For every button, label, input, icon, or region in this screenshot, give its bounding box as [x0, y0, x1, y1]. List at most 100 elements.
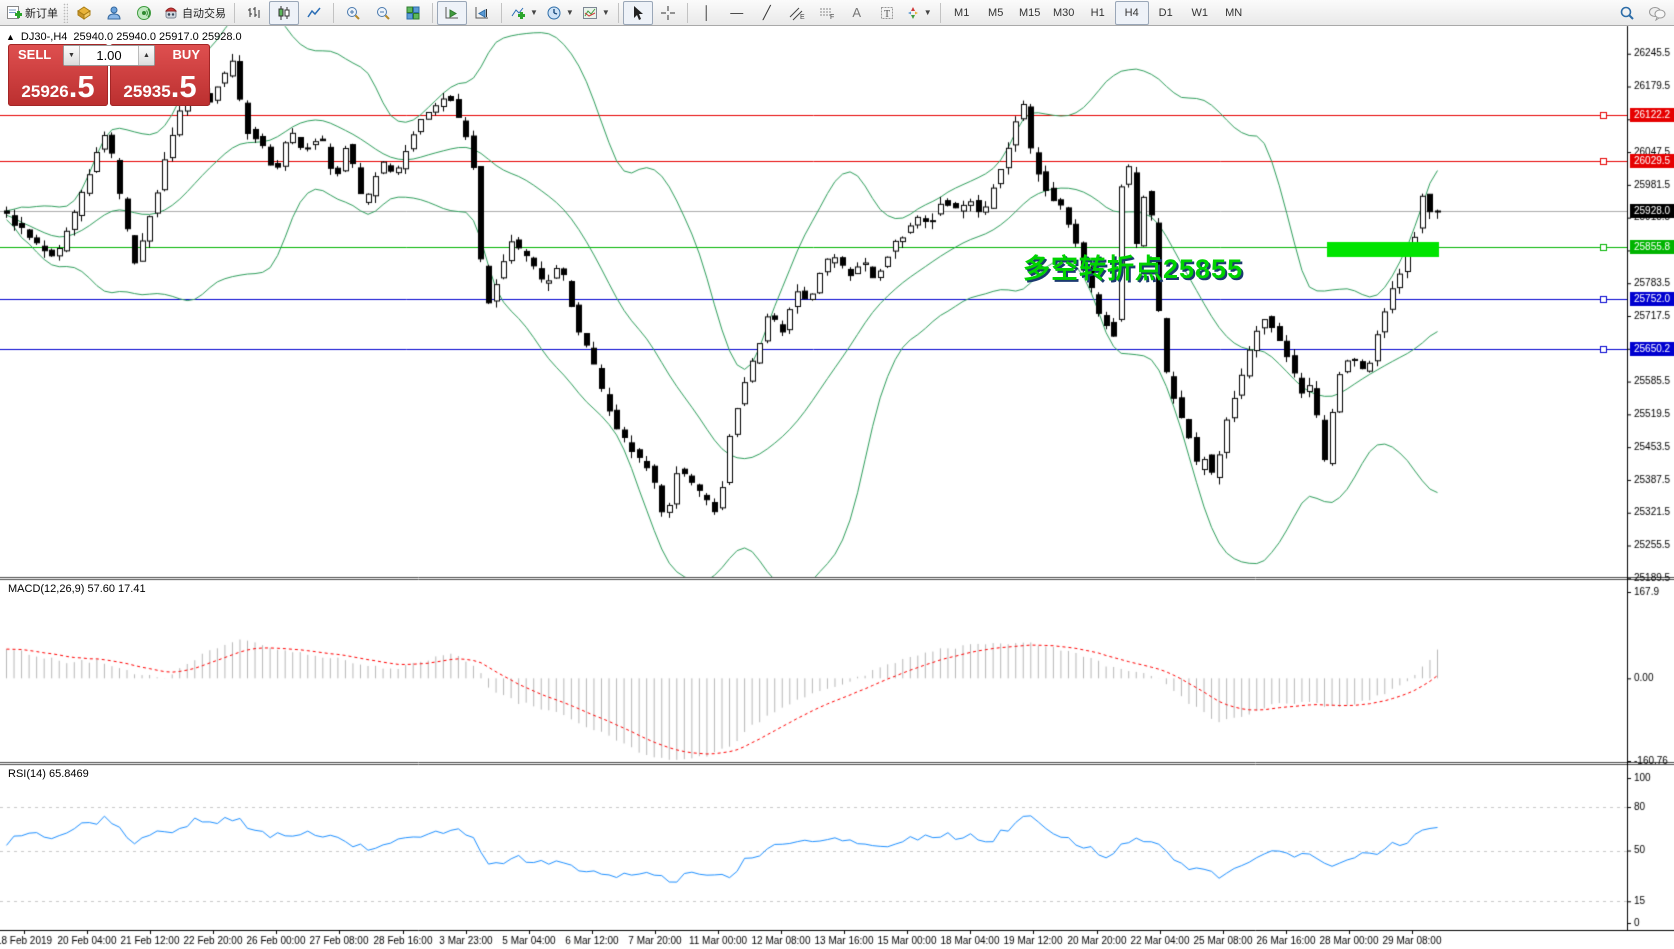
zoom-in-icon — [347, 6, 360, 20]
timeframe-m30-button[interactable]: M30 — [1052, 6, 1075, 19]
dropdown-caret-icon: ▼ — [565, 8, 574, 17]
ohlc-values: 25940.0 25940.0 25917.0 25928.0 — [73, 31, 242, 43]
chart-shift-button[interactable] — [467, 1, 497, 25]
toolbar-separator — [939, 2, 941, 23]
sell-button[interactable]: SELL — [18, 47, 52, 62]
arrows-icon — [907, 6, 918, 19]
candlestick-chart-icon — [278, 5, 290, 20]
horizontal-line-icon: — — [730, 5, 744, 20]
buy-price: 25935.5 — [110, 71, 210, 102]
fibonacci-button[interactable]: F — [812, 1, 842, 25]
autotrading-button[interactable]: 自动交易 — [159, 1, 230, 25]
svg-text:T: T — [884, 9, 890, 20]
buy-button[interactable]: BUY — [172, 47, 200, 62]
svg-text:E: E — [800, 14, 805, 21]
text-button[interactable]: A — [842, 1, 872, 25]
toolbar: 新订单 — [0, 0, 1674, 26]
timeframe-mn-button[interactable]: MN — [1225, 6, 1243, 19]
tile-windows-icon — [406, 6, 420, 19]
rsi-indicator-label: RSI(14) 65.8469 — [8, 768, 89, 780]
autotrading-label: 自动交易 — [182, 7, 226, 20]
crosshair-button[interactable] — [653, 1, 683, 25]
search-button[interactable] — [1612, 1, 1642, 25]
cursor-icon — [633, 5, 643, 20]
line-chart-icon — [307, 7, 321, 17]
market-icon — [77, 5, 91, 20]
dropdown-caret-icon: ▼ — [530, 8, 538, 17]
auto-scroll-button[interactable] — [437, 0, 467, 25]
timeframe-h1-button[interactable]: H1 — [1090, 6, 1105, 19]
toolbar-separator — [333, 2, 334, 23]
market-button[interactable] — [69, 1, 99, 25]
chart-header: ▲ DJ30-,H4 25940.0 25940.0 25917.0 25928… — [6, 31, 242, 43]
trendline-button[interactable]: ╱ — [752, 1, 782, 25]
arrows-button[interactable]: ▼ — [902, 1, 936, 25]
candlestick-chart-button[interactable] — [269, 0, 299, 25]
volume-decrease-button[interactable]: ▼ — [64, 46, 80, 65]
line-chart-button[interactable] — [299, 1, 329, 25]
toolbar-separator — [501, 2, 502, 23]
signals-icon — [137, 5, 151, 20]
collapse-panel-icon[interactable]: ▲ — [6, 32, 15, 42]
timeframe-d1-button[interactable]: D1 — [1158, 6, 1173, 19]
chat-icon — [1649, 6, 1666, 21]
dropdown-caret-icon: ▼ — [923, 8, 932, 17]
equidistant-channel-button[interactable]: E — [782, 1, 812, 25]
horizontal-line-button[interactable]: — — [722, 1, 752, 25]
text-icon: A — [852, 5, 862, 20]
sell-price-fraction: .5 — [68, 69, 95, 104]
volume-spinner: ▼ 1.00 ▲ — [63, 45, 155, 66]
zoom-out-button[interactable] — [368, 1, 398, 25]
buy-price-main: 25935 — [123, 82, 171, 101]
timeframe-m5-button[interactable]: M5 — [988, 6, 1004, 19]
svg-text:F: F — [830, 14, 834, 21]
dropdown-caret-icon: ▼ — [601, 8, 610, 17]
indicators-button[interactable]: ▼ — [506, 1, 542, 25]
sell-price-main: 25926 — [21, 82, 69, 101]
timeframe-h4-button[interactable]: H4 — [1114, 0, 1149, 25]
timeframe-w1-button[interactable]: W1 — [1191, 6, 1208, 19]
templates-button[interactable]: ▼ — [578, 1, 614, 25]
templates-icon — [582, 6, 597, 19]
toolbar-separator — [234, 2, 235, 23]
fibonacci-icon: F — [819, 8, 834, 21]
text-label-button[interactable]: T — [872, 1, 902, 25]
community-icon — [107, 6, 121, 19]
new-order-button[interactable]: 新订单 — [2, 1, 62, 25]
chart-annotation-text[interactable]: 多空转折点25855 — [1023, 254, 1244, 284]
vertical-line-button[interactable]: │ — [692, 1, 722, 25]
macd-indicator-label: MACD(12,26,9) 57.60 17.41 — [8, 583, 146, 595]
bar-chart-button[interactable] — [239, 1, 269, 25]
timeframe-m15-button[interactable]: M15 — [1018, 6, 1041, 19]
volume-increase-button[interactable]: ▲ — [138, 46, 154, 65]
bar-chart-icon — [248, 6, 260, 18]
trendline-icon: ╱ — [762, 5, 771, 20]
autotrading-icon — [164, 7, 178, 18]
text-label-icon: T — [880, 6, 893, 20]
zoom-in-button[interactable] — [338, 1, 368, 25]
zoom-out-icon — [377, 6, 390, 20]
symbol-period-label: DJ30-,H4 — [20, 31, 68, 43]
signals-button[interactable] — [129, 1, 159, 25]
community-button[interactable] — [99, 1, 129, 25]
periods-button[interactable]: ▼ — [542, 1, 578, 25]
chart-shift-icon — [475, 6, 488, 18]
timeframe-m1-button[interactable]: M1 — [954, 6, 970, 19]
sell-price: 25926.5 — [8, 71, 108, 102]
crosshair-icon — [660, 5, 675, 20]
search-icon — [1620, 6, 1634, 20]
volume-input[interactable]: 1.00 — [96, 48, 122, 63]
vertical-line-icon: │ — [702, 5, 711, 20]
auto-scroll-icon — [445, 6, 458, 18]
new-order-icon — [7, 5, 22, 19]
tile-windows-button[interactable] — [398, 1, 428, 25]
toolbar-separator — [686, 2, 688, 23]
cursor-button[interactable] — [622, 0, 653, 25]
chat-button[interactable] — [1642, 1, 1672, 25]
new-order-label: 新订单 — [25, 7, 58, 20]
toolbar-separator — [617, 2, 619, 23]
buy-price-fraction: .5 — [170, 69, 197, 104]
toolbar-grip — [63, 2, 68, 23]
